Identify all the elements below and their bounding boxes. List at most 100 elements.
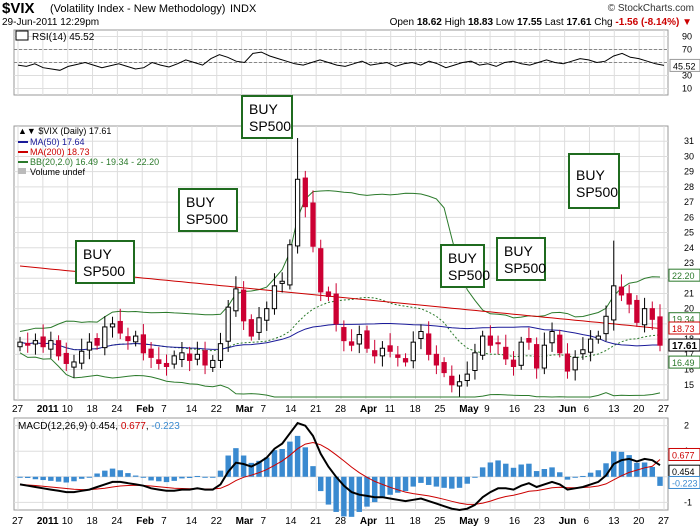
low-label: Low	[495, 17, 515, 28]
candle-body	[25, 342, 31, 346]
price-tag-box	[668, 355, 700, 369]
x-axis-label: 28	[335, 516, 347, 527]
x-axis-label: 7	[161, 404, 167, 415]
x-axis-label: 27	[12, 404, 24, 415]
price-tick-label: 31	[684, 136, 694, 146]
candle-body	[626, 293, 632, 305]
candle-body	[40, 336, 46, 348]
macd-histogram-bar	[402, 476, 409, 492]
bb-legend: BB(20,2.0) 16.49 - 19.34 - 22.20	[30, 157, 159, 167]
bb-lower-line	[19, 352, 661, 398]
x-axis-label: Jun	[559, 516, 577, 527]
macd-histogram-bar	[32, 476, 39, 480]
candle-body	[79, 350, 85, 364]
candle-body	[503, 346, 509, 360]
candle-body	[580, 349, 586, 355]
high-value: 18.83	[467, 17, 494, 28]
rsi-last-tag: 45.52	[673, 61, 696, 71]
candle-body	[595, 335, 601, 340]
x-axis-label: 16	[509, 516, 521, 527]
candle-body	[456, 381, 463, 387]
macd-histogram-bar	[140, 476, 147, 478]
macd-histogram-bar	[194, 475, 201, 477]
exchange-label: INDX	[230, 3, 257, 15]
macd-histogram-bar	[425, 476, 432, 485]
macd-histogram-bar	[410, 476, 416, 487]
macd-histogram-bar	[240, 455, 247, 477]
x-axis-label: Apr	[360, 404, 377, 415]
candle-body	[418, 331, 424, 340]
macd-histogram-bar	[202, 476, 208, 478]
x-axis-label: 7	[260, 404, 266, 415]
candle-body	[487, 335, 494, 346]
price-tag-bb-lower: 16.49	[672, 358, 695, 368]
candle-body	[557, 334, 563, 354]
candle-body	[186, 353, 193, 361]
x-axis-label: 18	[410, 516, 422, 527]
candle-body	[348, 341, 355, 346]
macd-histogram-bar	[348, 476, 355, 517]
price-tick-label: 26	[684, 212, 694, 222]
x-axis-label: 14	[186, 404, 198, 415]
macd-tick-label: 2	[684, 421, 689, 431]
macd-histogram-bar	[541, 469, 548, 477]
candle-body	[140, 334, 147, 354]
last-label: Last	[544, 17, 564, 28]
candle-body	[264, 308, 270, 321]
buy-box: BUY SP500	[568, 153, 620, 209]
candle-body	[202, 350, 208, 366]
macd-histogram-bar	[217, 470, 224, 477]
x-axis-label: May	[459, 404, 479, 415]
low-value: 17.55	[516, 17, 542, 28]
macd-histogram-bar	[264, 457, 270, 477]
macd-histogram-bar	[549, 467, 555, 477]
macd-histogram-bar	[618, 451, 625, 477]
x-axis-label: 14	[186, 516, 198, 527]
macd-histogram-bar	[48, 476, 54, 481]
index-name: (Volatility Index - New Methodology)	[50, 3, 226, 15]
macd-histogram-bar	[86, 476, 93, 478]
chg-label: Chg	[594, 17, 613, 28]
candle-body	[310, 202, 316, 247]
x-axis-label: 14	[285, 404, 297, 415]
macd-histogram-bar	[464, 476, 470, 484]
candle-body	[225, 306, 231, 342]
candle-body	[271, 285, 278, 310]
macd-histogram-bar	[24, 476, 31, 479]
x-axis-label: 27	[12, 516, 24, 527]
date-stamp: 29-Jun-2011 12:29pm	[2, 17, 100, 28]
x-axis-label: May	[459, 516, 479, 527]
macd-histogram-bar	[503, 463, 509, 477]
candle-body	[564, 353, 571, 372]
candle-body	[387, 345, 393, 352]
macd-histogram-bar	[40, 476, 46, 481]
macd-signal-line	[19, 441, 661, 505]
x-axis-label: 2011	[37, 404, 59, 415]
macd-histogram-bar	[657, 476, 663, 486]
candle-body	[603, 315, 609, 335]
candle-body	[287, 244, 293, 286]
price-tick-label: 28	[684, 182, 694, 192]
price-tick-label: 16	[684, 365, 694, 375]
candle-body	[587, 338, 594, 353]
macd-histogram-bar	[603, 463, 609, 477]
price-tick-label: 17	[684, 349, 694, 359]
x-axis-label: 28	[335, 404, 347, 415]
x-axis-label: 22	[211, 404, 223, 415]
x-axis-label: 7	[161, 516, 167, 527]
chg-value: -1.56 (-8.14%)	[615, 17, 680, 28]
macd-histogram-bar	[186, 476, 193, 479]
candle-body	[71, 361, 77, 368]
macd-histogram-bar	[395, 476, 401, 493]
symbol-title: $VIX	[2, 0, 35, 17]
candle-body	[294, 178, 301, 247]
macd-histogram-bar	[179, 476, 185, 479]
candle-body	[649, 308, 655, 320]
macd-histogram-bar	[156, 476, 162, 482]
x-axis-label: 13	[608, 404, 620, 415]
candle-body	[102, 326, 108, 349]
macd-histogram-bar	[533, 471, 540, 477]
macd-histogram-bar	[387, 476, 393, 495]
candle-body	[279, 280, 285, 284]
